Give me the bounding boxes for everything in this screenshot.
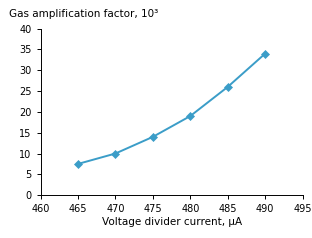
X-axis label: Voltage divider current, μA: Voltage divider current, μA	[101, 217, 242, 227]
Text: Gas amplification factor, 10³: Gas amplification factor, 10³	[9, 9, 158, 19]
